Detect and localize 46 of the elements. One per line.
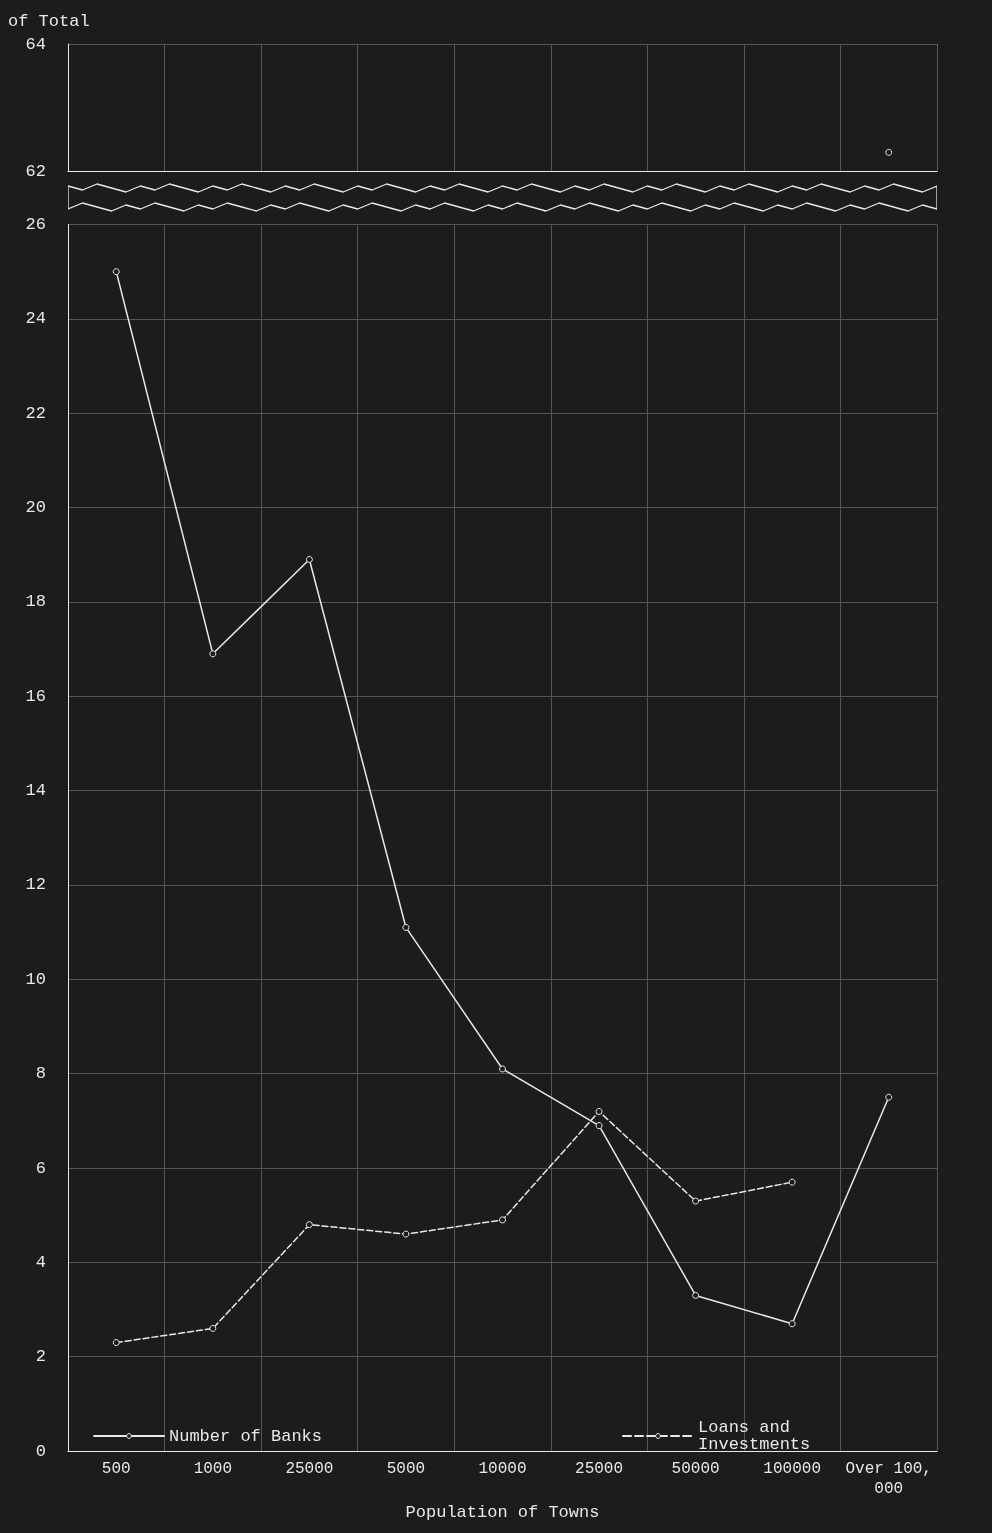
y-tick-label: 6 — [35, 1158, 46, 1178]
point — [305, 555, 313, 563]
y-tick-label: 62 — [25, 162, 46, 181]
y-tick-label: 12 — [25, 875, 46, 895]
y-tick-label: 2 — [35, 1347, 46, 1367]
point — [402, 1230, 410, 1238]
point — [112, 1339, 120, 1347]
y-tick-label: 4 — [35, 1252, 46, 1272]
point — [595, 1122, 603, 1130]
point — [788, 1320, 796, 1328]
point — [499, 1065, 506, 1073]
y-tick-label: 64 — [25, 34, 46, 54]
x-tick-label: 100000 — [763, 1460, 821, 1479]
point — [209, 1324, 217, 1332]
y-tick-label: 26 — [25, 215, 46, 234]
x-tick-label: 25000 — [285, 1460, 334, 1479]
point — [885, 1093, 893, 1101]
y-axis-title: of Total — [8, 12, 90, 31]
y-tick-label: 10 — [25, 969, 46, 989]
point — [692, 1291, 700, 1299]
x-tick-label: Over 100,000 — [845, 1460, 932, 1499]
y-tick-label: 24 — [25, 309, 46, 329]
x-tick-label: 10000 — [478, 1460, 527, 1479]
point — [788, 1178, 796, 1186]
y-tick-label: 8 — [35, 1064, 46, 1084]
y-tick-label: 22 — [25, 403, 46, 423]
point — [402, 923, 410, 931]
x-tick-label: 500 — [101, 1460, 131, 1479]
y-tick-label: 0 — [35, 1441, 46, 1461]
x-tick-label: 50000 — [671, 1460, 720, 1479]
point — [305, 1221, 313, 1229]
y-tick-label: 14 — [25, 781, 46, 801]
point — [595, 1107, 603, 1115]
y-tick-label: 18 — [25, 592, 46, 612]
x-axis-title: Population of Towns — [405, 1503, 600, 1522]
point — [112, 268, 120, 276]
x-tick-label: 1000 — [193, 1460, 233, 1479]
point — [209, 650, 217, 658]
point — [499, 1216, 506, 1224]
legend-label: Number of Banks — [169, 1426, 323, 1446]
x-tick-label: 25000 — [575, 1460, 624, 1479]
x-tick-label: 5000 — [386, 1460, 426, 1479]
point — [692, 1197, 700, 1205]
legend-label: Loans and Investments — [698, 1418, 811, 1454]
y-tick-label: 20 — [25, 498, 46, 518]
y-tick-label: 16 — [25, 686, 46, 706]
